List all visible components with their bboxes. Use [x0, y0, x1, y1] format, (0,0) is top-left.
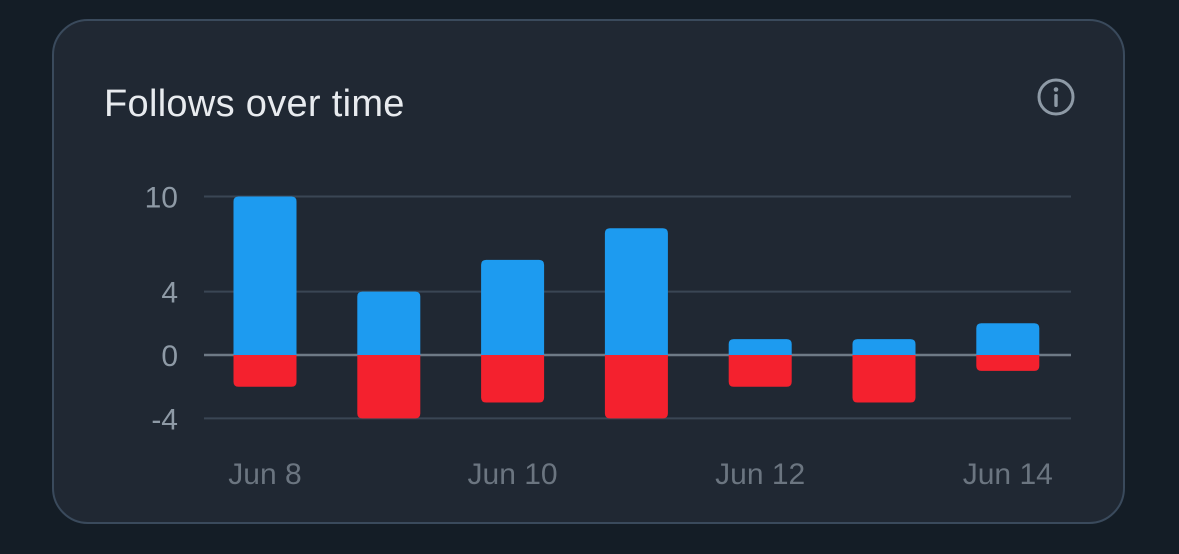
info-icon[interactable]: [1036, 77, 1076, 117]
gained-bar: [728, 339, 792, 355]
lost-bar: [976, 355, 1040, 371]
gained-bar: [357, 291, 421, 355]
y-tick-label: -4: [151, 403, 178, 436]
gained-bar: [976, 323, 1040, 355]
lost-bar: [852, 355, 916, 403]
card-title: Follows over time: [104, 83, 405, 125]
x-tick-label: Jun 8: [228, 458, 301, 491]
follows-card: Follows over time: [52, 19, 1125, 524]
lost-bar: [233, 355, 297, 387]
x-tick-label: Jun 14: [963, 458, 1053, 491]
gained-bar: [604, 228, 668, 355]
x-tick-label: Jun 12: [715, 458, 805, 491]
gained-bar: [481, 259, 545, 355]
y-tick-label: 0: [161, 340, 178, 373]
lost-bar: [481, 355, 545, 403]
y-tick-label: 10: [145, 182, 178, 215]
gained-bar: [233, 196, 297, 355]
lost-bar: [604, 355, 668, 419]
x-tick-label: Jun 10: [468, 458, 558, 491]
y-tick-label: 4: [161, 277, 178, 310]
lost-bar: [357, 355, 421, 419]
gained-bar: [852, 339, 916, 355]
lost-bar: [728, 355, 792, 387]
